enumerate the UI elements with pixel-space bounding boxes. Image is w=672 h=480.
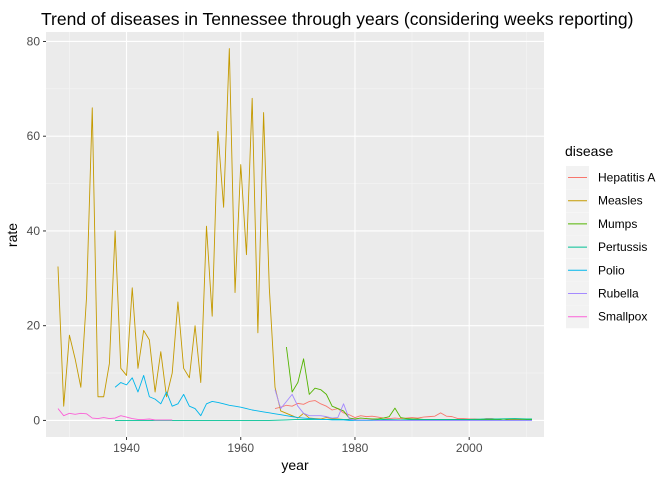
x-tick-label: 1980 xyxy=(342,441,369,455)
legend-label: Hepatitis A xyxy=(598,171,655,185)
legend: disease Hepatitis A Measles Mumps Pertussis… xyxy=(565,143,655,329)
x-axis-title: year xyxy=(281,457,309,473)
x-axis: 1940 1960 1980 2000 xyxy=(113,437,483,455)
legend-label: Pertussis xyxy=(598,240,647,254)
y-axis-title: rate xyxy=(4,223,20,247)
plot-panel xyxy=(46,32,544,437)
legend-label: Rubella xyxy=(598,287,639,301)
legend-label: Mumps xyxy=(598,217,637,231)
legend-label: Polio xyxy=(598,263,625,277)
legend-label: Measles xyxy=(598,194,643,208)
y-tick-label: 80 xyxy=(27,34,41,48)
x-tick-label: 2000 xyxy=(456,441,483,455)
series-line-smallpox xyxy=(57,408,173,421)
chart-title: Trend of diseases in Tennessee through y… xyxy=(41,9,633,29)
y-axis: 0 20 40 60 80 xyxy=(27,34,46,427)
y-tick-label: 20 xyxy=(27,319,41,333)
x-tick-label: 1940 xyxy=(113,441,140,455)
y-tick-label: 40 xyxy=(27,224,41,238)
series-line-polio xyxy=(114,374,533,421)
legend-title: disease xyxy=(565,143,613,159)
series-line-rubella xyxy=(274,389,533,421)
x-tick-label: 1960 xyxy=(227,441,254,455)
legend-label: Smallpox xyxy=(598,310,647,324)
y-tick-label: 60 xyxy=(27,129,41,143)
y-tick-label: 0 xyxy=(33,413,40,427)
series-line-mumps xyxy=(285,346,533,421)
series-group xyxy=(57,48,533,421)
